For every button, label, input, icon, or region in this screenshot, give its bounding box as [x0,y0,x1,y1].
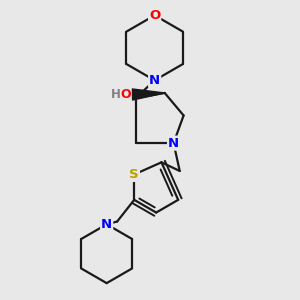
Text: N: N [149,74,160,87]
Text: N: N [168,136,179,150]
Text: O: O [149,9,160,22]
Text: S: S [129,168,139,181]
Text: N: N [101,218,112,231]
Text: H: H [111,88,120,101]
Text: O: O [120,88,130,101]
Polygon shape [132,89,165,100]
